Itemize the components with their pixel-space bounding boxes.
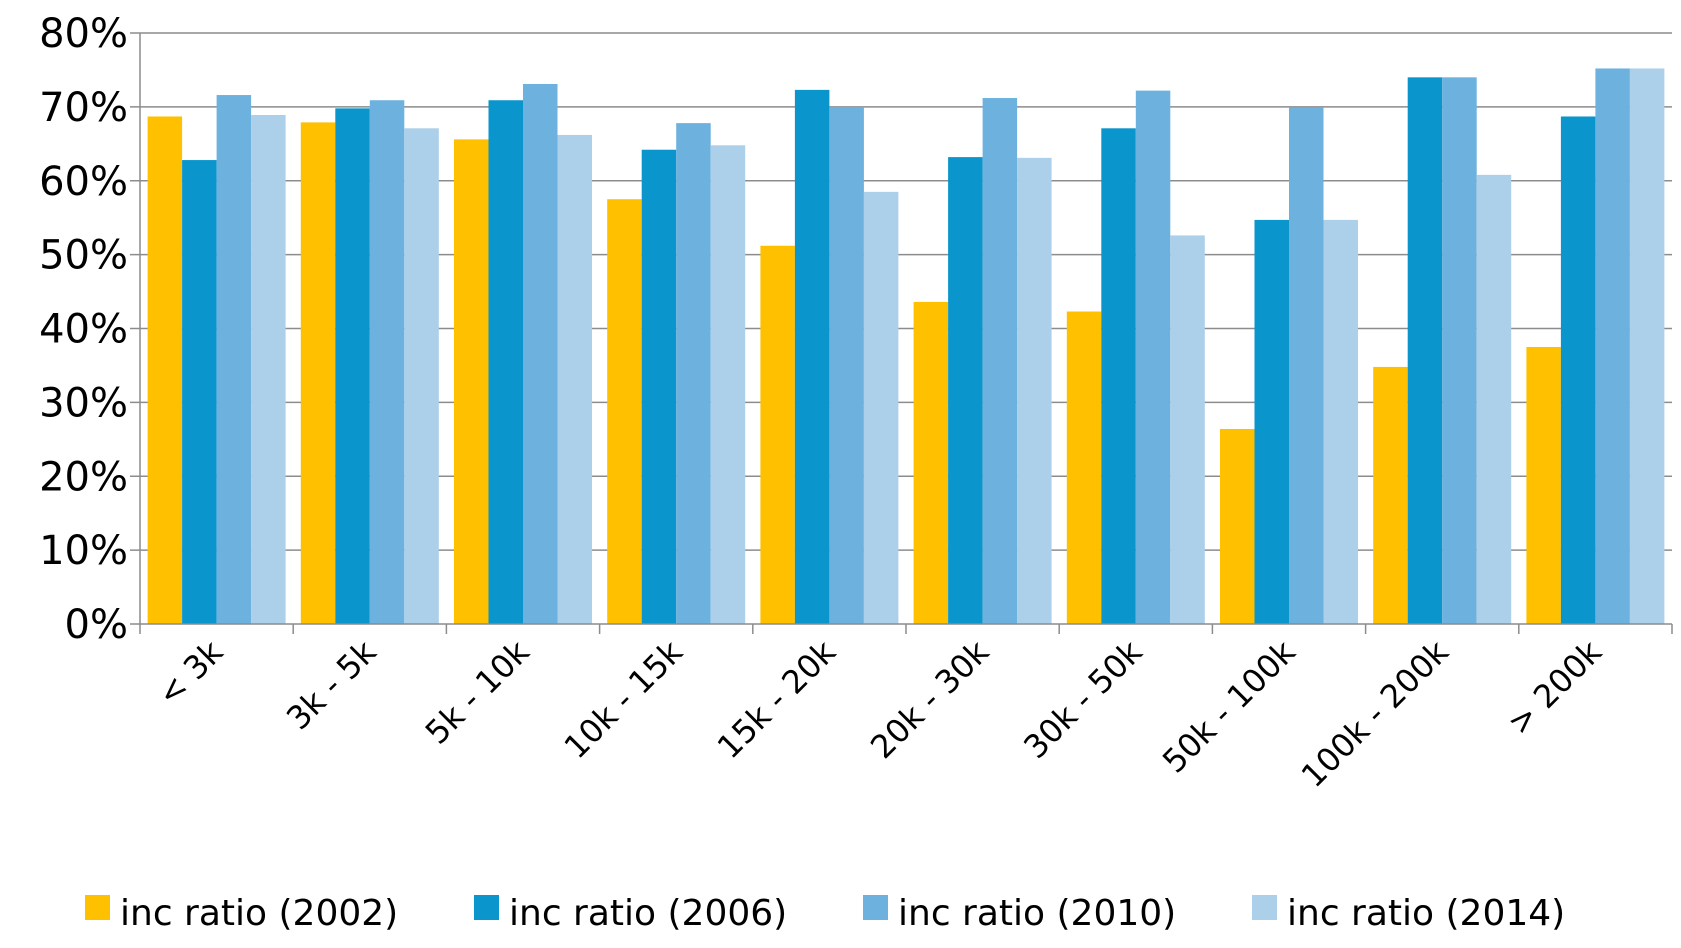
x-tick-label: 3k - 5k: [279, 632, 384, 737]
bar: [1289, 107, 1324, 624]
y-tick-label: 10%: [39, 528, 128, 574]
bar: [1323, 219, 1358, 624]
legend-swatch: [1252, 895, 1277, 920]
bar: [1595, 68, 1630, 624]
bar: [1629, 68, 1665, 624]
bar: [182, 160, 217, 624]
bar: [794, 89, 830, 625]
legend-label: inc ratio (2006): [509, 893, 787, 934]
x-tick-label: 30k - 50k: [1016, 632, 1150, 766]
bar: [710, 145, 746, 625]
bar: [982, 98, 1018, 624]
x-tick-label: 20k - 30k: [863, 632, 997, 766]
y-tick-label: 40%: [39, 307, 128, 353]
bar: [216, 95, 252, 625]
x-tick-label: 100k - 200k: [1294, 632, 1456, 794]
bar: [1373, 366, 1408, 624]
bar: [404, 128, 439, 624]
bar: [913, 301, 949, 624]
bar: [369, 100, 405, 624]
bar: [1407, 77, 1443, 624]
bar: [1135, 90, 1171, 624]
y-tick-label: 60%: [39, 159, 128, 205]
bar: [523, 83, 558, 624]
bar: [1017, 157, 1052, 624]
bar: [863, 191, 899, 625]
bar: [1442, 77, 1477, 624]
legend: inc ratio (2002) inc ratio (2006) inc rati…: [85, 893, 1565, 934]
x-tick-label: 5k - 10k: [418, 632, 537, 751]
bar: [557, 134, 592, 624]
x-tick-label: 15k - 20k: [710, 632, 844, 766]
y-tick-label: 20%: [39, 454, 128, 500]
legend-swatch: [474, 895, 499, 920]
bar: [1170, 235, 1205, 625]
legend-label: inc ratio (2014): [1287, 893, 1565, 934]
bar: [335, 108, 370, 625]
legend-swatch: [85, 895, 110, 920]
y-tick-label: 30%: [39, 380, 128, 426]
legend-swatch: [863, 895, 888, 920]
bar: [607, 199, 642, 624]
bar: [1220, 428, 1255, 624]
bar: [454, 139, 489, 624]
bar: [948, 157, 983, 625]
axes: [130, 32, 1673, 634]
bar: [147, 116, 183, 624]
bar: [641, 149, 677, 624]
bar: [1476, 174, 1512, 624]
bar: [1560, 116, 1596, 624]
legend-label: inc ratio (2010): [898, 893, 1176, 934]
bar: [1254, 219, 1289, 624]
bar: [251, 115, 286, 624]
x-tick-label: < 3k: [150, 632, 231, 713]
bar: [488, 100, 523, 624]
bar: [829, 106, 864, 624]
legend-label: inc ratio (2002): [120, 893, 398, 934]
x-tick-label: 10k - 15k: [557, 632, 691, 766]
x-tick-label: 50k - 100k: [1155, 632, 1303, 780]
bar: [1066, 311, 1102, 624]
bars: [147, 68, 1665, 625]
x-tick-label: > 200k: [1500, 632, 1610, 742]
y-tick-label: 70%: [39, 85, 128, 131]
bar: [300, 122, 336, 625]
bar: [760, 245, 795, 624]
y-tick-label: 80%: [39, 11, 128, 57]
bar: [1526, 346, 1561, 624]
y-tick-label: 50%: [39, 233, 128, 279]
bar: [676, 123, 711, 624]
bar: [1101, 128, 1136, 624]
x-axis-tick-labels: < 3k 3k - 5k 5k - 10k 10k - 15k 15k - 20k 20k…: [150, 632, 1610, 794]
y-tick-label: 0%: [65, 602, 128, 648]
y-axis-tick-labels: 0% 10% 20% 30% 40% 50% 60% 70% 80%: [39, 11, 128, 648]
